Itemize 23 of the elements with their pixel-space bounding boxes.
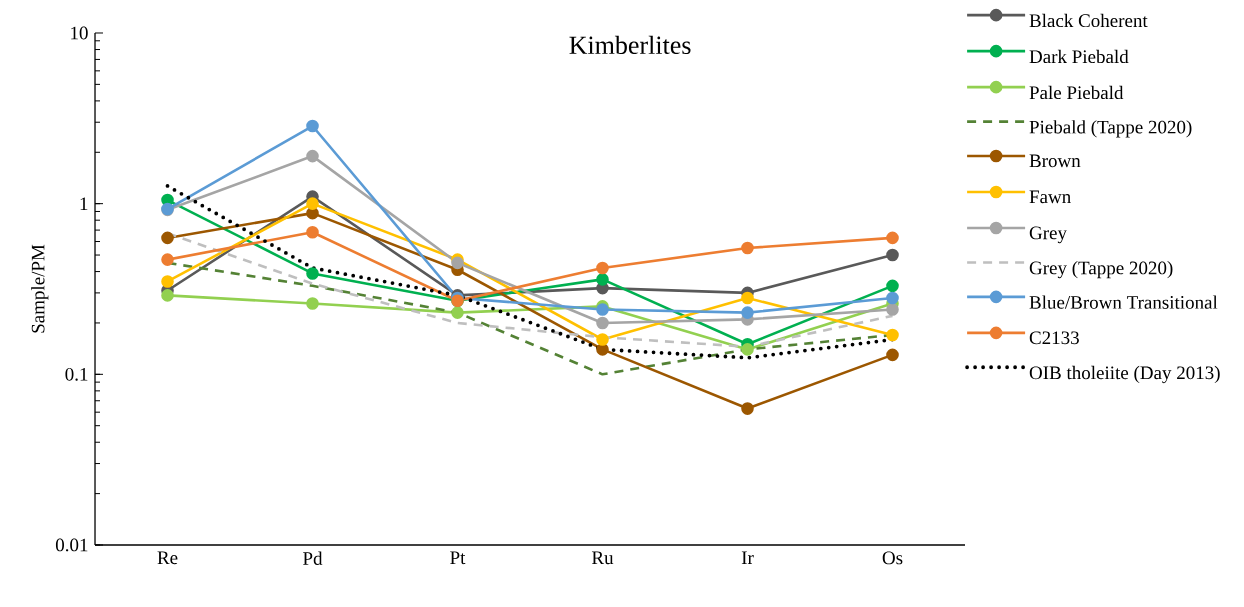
- chart-title: Kimberlites: [569, 35, 691, 55]
- y-tick-label: 0.1: [65, 367, 88, 381]
- x-tick-label: Ru: [591, 551, 614, 565]
- legend-label: OIB tholeiite (Day 2013): [1029, 365, 1220, 384]
- legend-label: Dark Piebald: [1029, 49, 1129, 64]
- x-tick-label: Pd: [303, 551, 323, 565]
- x-tick-label: Pt: [450, 551, 466, 565]
- y-tick-label: 1: [80, 197, 88, 210]
- y-axis-title: Sample/PM: [31, 244, 49, 333]
- legend-label: Blue/Brown Transitional: [1029, 295, 1218, 309]
- x-tick-label: Re: [157, 551, 178, 565]
- legend-label: Piebald (Tappe 2020): [1029, 120, 1192, 138]
- x-tick-label: Os: [882, 551, 903, 565]
- legend-label: Pale Piebald: [1029, 85, 1124, 100]
- y-tick-label: 10: [71, 26, 88, 40]
- legend-label: Fawn: [1029, 190, 1071, 204]
- legend-label: Grey (Tappe 2020): [1029, 261, 1173, 279]
- legend-label: Grey: [1029, 226, 1067, 244]
- x-tick-label: Ir: [741, 551, 754, 564]
- legend-label: Brown: [1029, 154, 1081, 168]
- legend-label: C2133: [1029, 331, 1079, 345]
- legend-label: Black Coherent: [1029, 13, 1148, 28]
- y-tick-label: 0.01: [55, 538, 88, 552]
